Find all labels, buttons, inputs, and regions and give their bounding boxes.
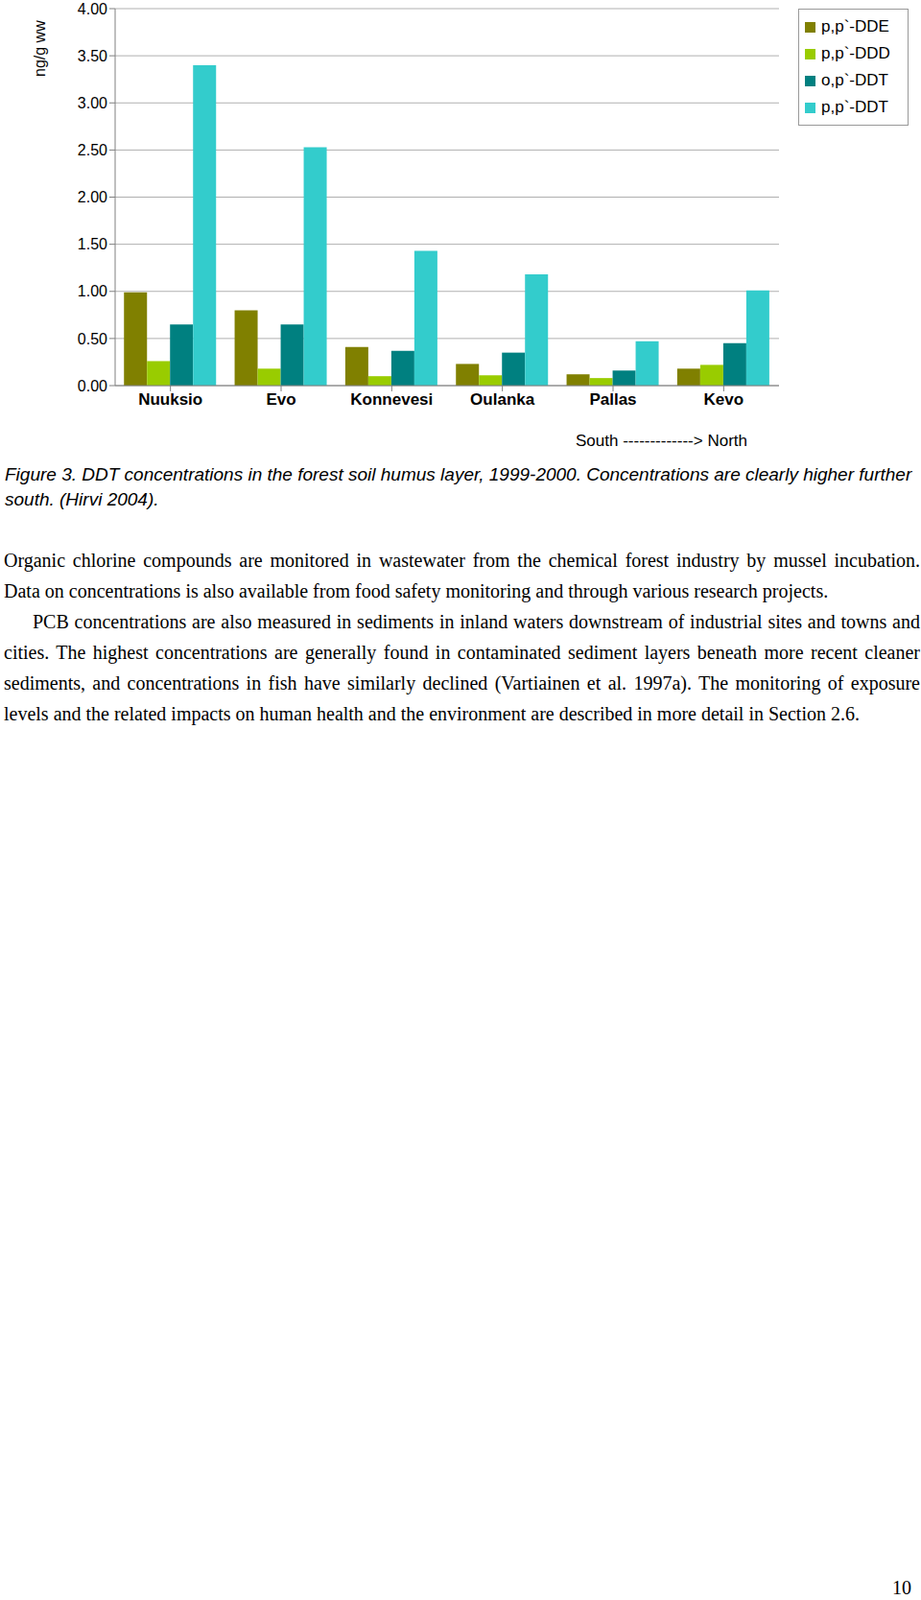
html-text:p,p`-DDT: p,p`-DDT — [821, 97, 889, 117]
svg-text:0.50: 0.50 — [77, 330, 108, 348]
svg-text:1.50: 1.50 — [77, 236, 108, 253]
svg-text:2.50: 2.50 — [77, 141, 108, 159]
html-text:South -------------> North: South -------------> North — [575, 431, 748, 450]
html-text:Organic chlorine compounds are: Organic chlorine compounds are monitored… — [3, 549, 921, 602]
html-text:Figure 3. DDT concentrations i: Figure 3. DDT concentrations in the fore… — [4, 464, 912, 510]
svg-text:ng/g ww: ng/g ww — [31, 20, 48, 77]
svg-text:1.00: 1.00 — [77, 283, 108, 300]
svg-text:Pallas: Pallas — [589, 390, 637, 409]
svg-text:Kevo: Kevo — [704, 390, 745, 409]
svg-text:2.00: 2.00 — [77, 188, 108, 206]
html-text:PCB concentrations are also me: PCB concentrations are also measured in … — [3, 611, 921, 725]
svg-text:Evo: Evo — [265, 390, 296, 409]
svg-text:3.00: 3.00 — [77, 94, 108, 112]
svg-text:Konnevesi: Konnevesi — [350, 390, 433, 409]
svg-text:Nuuksio: Nuuksio — [138, 390, 203, 409]
svg-text:0.00: 0.00 — [77, 377, 108, 395]
html-text:p,p`-DDD: p,p`-DDD — [821, 44, 891, 63]
svg-text:Oulanka: Oulanka — [470, 390, 536, 409]
svg-text:4.00: 4.00 — [77, 0, 108, 18]
html-text:o,p`-DDT: o,p`-DDT — [821, 70, 889, 90]
svg-text:3.50: 3.50 — [77, 47, 108, 65]
html-text:10: 10 — [892, 1577, 912, 1599]
html-text:p,p`-DDE: p,p`-DDE — [821, 17, 890, 36]
